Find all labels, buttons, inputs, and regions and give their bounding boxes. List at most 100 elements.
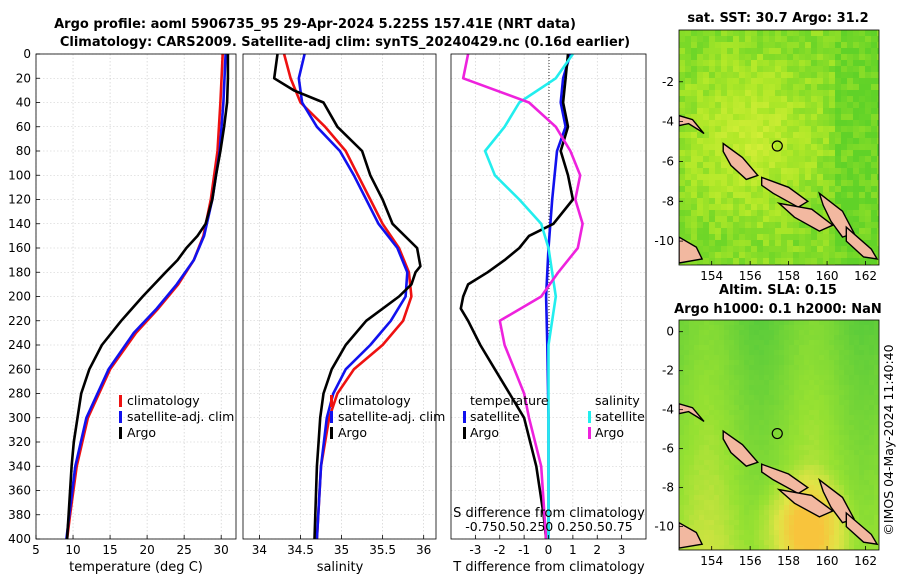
map-cell [794,520,800,526]
map-cell [733,36,740,43]
map-cell [844,435,850,441]
map-cell [789,425,795,431]
map-cell [684,430,690,436]
map-cell [694,515,700,521]
map-cell [749,320,755,326]
map-cell [809,430,815,436]
map-cell [734,460,740,466]
map-cell [739,425,745,431]
map-cell [811,144,818,151]
map-cell [764,380,770,386]
map-cell [757,126,764,133]
map-cell [854,325,860,331]
map-cell [733,54,740,61]
map-cell [733,48,740,55]
map-cell [811,36,818,43]
map-cell [784,460,790,466]
map-cell [764,445,770,451]
map-cell [864,495,870,501]
map-cell [754,420,760,426]
map-cell [685,216,692,223]
map-cell [709,335,715,341]
map-cell [834,425,840,431]
map-cell [859,435,865,441]
map-cell [749,380,755,386]
map-cell [865,162,872,169]
map-cell [694,440,700,446]
map-cell [864,510,870,516]
map-cell [684,425,690,431]
map-cell [769,162,776,169]
map-cell [864,405,870,411]
map-cell [865,78,872,85]
x-tick-label: 30 [214,543,229,557]
map-cell [859,168,866,175]
map-cell [824,445,830,451]
map-cell [835,246,842,253]
s-difference-xlabel: S difference from climatology [453,506,645,521]
map-cell [721,54,728,61]
map-cell [794,420,800,426]
map-cell [764,430,770,436]
map-cell [719,485,725,491]
map-cell [811,126,818,133]
map-cell [853,264,860,265]
map-cell [724,340,730,346]
map-cell [835,234,842,241]
map-cell [834,400,840,406]
map-cell [745,114,752,121]
map-cell [764,545,770,550]
map-cell [734,510,740,516]
map-cell [814,525,820,531]
map-cell [877,138,879,145]
map-cell [739,420,745,426]
map-cell [794,320,800,326]
map-cell [754,405,760,411]
map-cell [869,325,875,331]
map-cell [865,126,872,133]
map-cell [727,174,734,181]
map-cell [849,375,855,381]
map-cell [745,72,752,79]
map-cell [849,420,855,426]
map-cell [859,340,865,346]
map-cell [864,370,870,376]
map-cell [847,90,854,97]
map-cell [877,60,879,67]
map-cell [805,246,812,253]
map-cell [694,340,700,346]
map-cell [739,405,745,411]
map-cell [823,210,830,217]
map-cell [709,156,716,163]
map-cell [704,435,710,441]
map-cell [727,186,734,193]
map-cell [799,420,805,426]
map-cell [784,410,790,416]
map-cell [784,335,790,341]
map-cell [719,385,725,391]
map-cell [869,395,875,401]
map-cell [751,144,758,151]
map-cell [809,480,815,486]
map-cell [719,515,725,521]
map-cell [814,445,820,451]
map-cell [739,198,746,205]
t-difference-xlabel: T difference from climatology [452,560,645,575]
map-cell [709,84,716,91]
map-cell [847,162,854,169]
map-cell [697,204,704,211]
map-cell [679,138,686,145]
legend-swatch-s-satellite [588,411,591,423]
legend-label-s-satellite: satellite [595,409,645,424]
map-cell [775,156,782,163]
map-cell [853,30,860,37]
map-cell [763,54,770,61]
map-cell [805,240,812,247]
map-cell [799,385,805,391]
map-cell [789,330,795,336]
map-cell [729,320,735,326]
map-cell [781,30,788,37]
map-cell [841,90,848,97]
map-cell [679,96,686,103]
map-cell [764,520,770,526]
